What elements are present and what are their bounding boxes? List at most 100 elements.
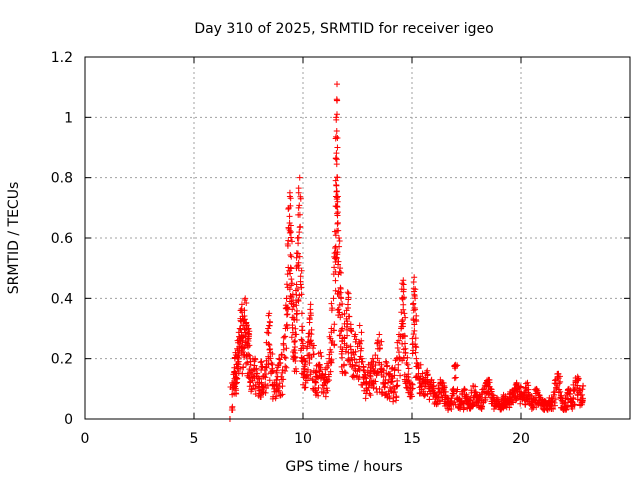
data-point	[415, 365, 422, 372]
data-point	[302, 357, 309, 364]
data-point	[307, 371, 314, 378]
data-point	[235, 370, 242, 377]
data-point	[298, 336, 305, 343]
data-point	[359, 382, 366, 389]
data-point	[289, 291, 296, 298]
data-point	[265, 341, 272, 348]
data-point	[346, 358, 353, 365]
data-point	[351, 351, 358, 358]
data-point	[283, 311, 290, 318]
data-point	[558, 392, 565, 399]
data-point	[310, 345, 317, 352]
data-point	[411, 305, 418, 312]
data-point	[512, 382, 519, 389]
data-point	[405, 365, 412, 372]
data-point	[417, 373, 424, 380]
data-point	[282, 368, 289, 375]
data-point	[372, 361, 379, 368]
data-point	[473, 389, 480, 396]
data-point	[436, 398, 443, 405]
data-point	[310, 351, 317, 358]
data-point	[273, 376, 280, 383]
data-point	[452, 363, 459, 370]
data-point	[579, 386, 586, 393]
data-point	[252, 356, 259, 363]
data-point	[239, 370, 246, 377]
data-point	[292, 365, 299, 372]
data-point	[272, 395, 279, 402]
data-point	[353, 359, 360, 366]
data-point	[410, 331, 417, 338]
data-point	[269, 395, 276, 402]
data-point	[285, 237, 292, 244]
data-point	[292, 358, 299, 365]
data-point	[268, 360, 275, 367]
data-point	[410, 278, 417, 285]
data-point	[240, 317, 247, 324]
data-point	[332, 244, 339, 251]
data-point	[293, 316, 300, 323]
data-point	[550, 405, 557, 412]
data-point	[385, 370, 392, 377]
data-point	[370, 358, 377, 365]
data-point	[400, 306, 407, 313]
data-point	[293, 331, 300, 338]
data-point	[551, 391, 558, 398]
data-point	[350, 372, 357, 379]
data-point	[326, 333, 333, 340]
data-point	[289, 322, 296, 329]
data-point	[575, 376, 582, 383]
data-point	[269, 350, 276, 357]
data-point	[296, 174, 303, 181]
data-point	[267, 346, 274, 353]
data-point	[295, 234, 302, 241]
data-point	[576, 387, 583, 394]
data-point	[237, 340, 244, 347]
data-point	[286, 286, 293, 293]
data-point	[334, 209, 341, 216]
data-point	[243, 321, 250, 328]
data-point	[342, 348, 349, 355]
data-point	[296, 253, 303, 260]
data-point	[528, 393, 535, 400]
data-point	[413, 344, 420, 351]
data-point	[238, 305, 245, 312]
data-point	[245, 333, 252, 340]
data-point	[327, 346, 334, 353]
data-point	[278, 376, 285, 383]
data-point	[551, 399, 558, 406]
data-point	[283, 281, 290, 288]
data-point	[335, 261, 342, 268]
data-point	[362, 395, 369, 402]
data-point	[332, 277, 339, 284]
data-point	[294, 285, 301, 292]
y-tick-label: 0.4	[51, 291, 73, 307]
data-point	[285, 205, 292, 212]
data-point	[384, 362, 391, 369]
data-point	[352, 348, 359, 355]
data-point	[327, 359, 334, 366]
data-point	[430, 379, 437, 386]
x-tick-label: 5	[190, 431, 199, 447]
data-point	[280, 341, 287, 348]
data-point	[336, 243, 343, 250]
data-point	[336, 269, 343, 276]
data-point	[445, 405, 452, 412]
data-point	[524, 389, 531, 396]
data-point	[336, 237, 343, 244]
data-point	[579, 399, 586, 406]
data-point	[450, 387, 457, 394]
data-point	[282, 355, 289, 362]
data-point	[376, 359, 383, 366]
data-point	[240, 364, 247, 371]
data-point	[324, 387, 331, 394]
data-point	[308, 326, 315, 333]
data-point	[261, 367, 268, 374]
data-point	[579, 395, 586, 402]
data-point	[273, 369, 280, 376]
data-point	[413, 312, 420, 319]
data-point	[298, 284, 305, 291]
data-point	[383, 359, 390, 366]
data-point	[404, 354, 411, 361]
data-point	[288, 276, 295, 283]
